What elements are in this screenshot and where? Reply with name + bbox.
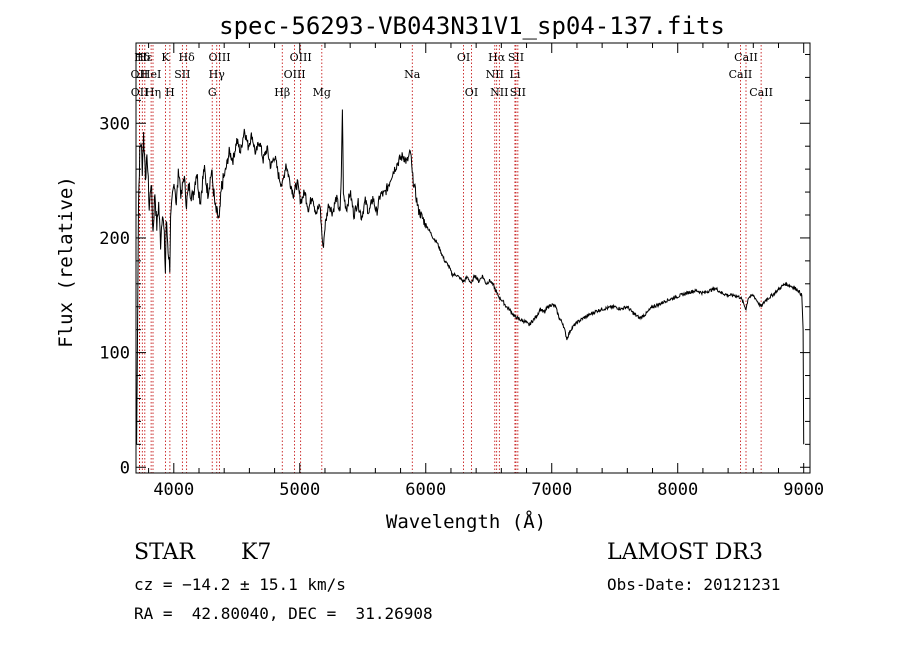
spectrum-line: [136, 109, 805, 445]
marker-label: OI: [457, 51, 470, 64]
marker-label: CaII: [734, 51, 758, 64]
y-tick-label: 300: [99, 114, 130, 134]
marker-label: OII: [131, 86, 149, 99]
x-axis-label: Wavelength (Å): [386, 510, 546, 533]
marker-label: H: [165, 86, 175, 99]
marker-label: OIII: [208, 51, 230, 64]
x-tick-label: 6000: [405, 480, 446, 500]
marker-label: Li: [510, 68, 521, 81]
x-tick-label: 9000: [783, 480, 824, 500]
subclass: K7: [241, 540, 272, 565]
ra-dec-coords: RA = 42.80040, DEC = 31.26908: [134, 604, 433, 623]
marker-label: Hγ: [209, 68, 226, 81]
marker-label: OIII: [284, 68, 306, 81]
x-tick-label: 7000: [531, 480, 572, 500]
y-tick-label: 100: [99, 344, 130, 364]
x-tick-label: 5000: [279, 480, 320, 500]
marker-label: Mg: [313, 86, 331, 99]
object-class: STAR: [134, 540, 195, 565]
marker-label: NII: [486, 68, 504, 81]
marker-label: HeI: [141, 68, 161, 81]
marker-label: SII: [508, 51, 524, 64]
plot-frame: [135, 42, 811, 474]
y-tick-label: 0: [120, 458, 130, 478]
x-tick-label: 4000: [153, 480, 194, 500]
x-tick-label: 8000: [657, 480, 698, 500]
marker-label: OI: [465, 86, 478, 99]
marker-label: Hη: [145, 86, 161, 99]
marker-label: OIII: [290, 51, 312, 64]
chart-title: spec-56293-VB043N31V1_sp04-137.fits: [219, 12, 725, 40]
marker-label: SII: [174, 68, 190, 81]
marker-label: SII: [510, 86, 526, 99]
marker-label: Hβ: [274, 86, 290, 99]
marker-label: Na: [404, 68, 421, 81]
obs-date: Obs-Date: 20121231: [607, 575, 781, 594]
marker-label: Hδ: [179, 51, 196, 64]
marker-label: NII: [490, 86, 508, 99]
marker-label: Hα: [488, 51, 506, 64]
plot-area: [136, 109, 805, 445]
marker-label: Hε: [137, 51, 153, 64]
survey-name: LAMOST DR3: [607, 540, 763, 565]
marker-label: CaII: [749, 86, 773, 99]
y-axis-label: Flux (relative): [55, 176, 77, 348]
marker-label: G: [208, 86, 217, 99]
axes: 4000 5000 6000 7000 8000 9000 0 100 200 300: [99, 42, 824, 500]
marker-label: K: [161, 51, 170, 64]
y-tick-label: 200: [99, 229, 130, 249]
marker-label: CaII: [729, 68, 753, 81]
redshift-cz: cz = −14.2 ± 15.1 km/s: [134, 575, 346, 594]
